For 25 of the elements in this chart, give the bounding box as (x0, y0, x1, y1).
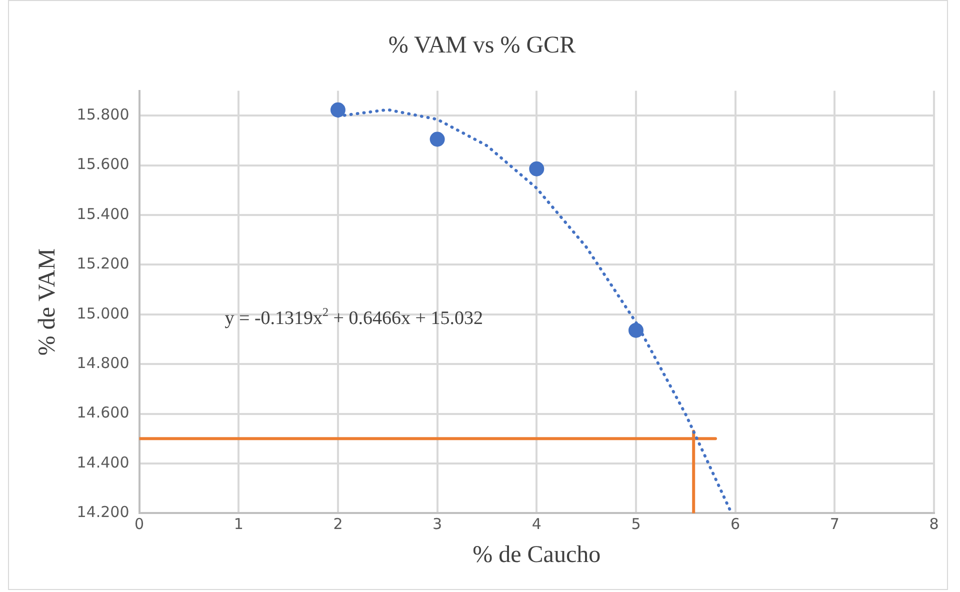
x-tick-label: 4 (532, 515, 542, 534)
y-tick-label: 15.000 (76, 304, 130, 322)
y-tick-label: 14.800 (76, 354, 130, 372)
x-tick-label: 0 (134, 515, 144, 534)
x-tick-label: 5 (631, 515, 641, 534)
x-tick-label: 3 (432, 515, 442, 534)
y-tick-label: 15.600 (76, 155, 130, 174)
y-tick-label: 15.800 (76, 106, 130, 124)
y-tick-label: 15.400 (76, 204, 130, 223)
x-tick-label: 7 (830, 515, 840, 534)
point (330, 102, 346, 118)
x-tick-label: 8 (929, 515, 939, 534)
point (529, 161, 544, 176)
point (628, 322, 644, 338)
x-tick-label: 1 (234, 515, 244, 534)
y-tick-label: 14.400 (76, 453, 130, 472)
x-tick-label: 6 (730, 515, 740, 534)
y-tick-label: 14.600 (76, 404, 130, 422)
chart-title: % VAM vs % GCR (388, 32, 576, 59)
y-axis-title: % de VAM (34, 248, 61, 356)
x-axis-title: % de Caucho (472, 542, 601, 568)
y-tick-label: 14.200 (76, 503, 130, 522)
point (430, 132, 445, 147)
x-tick-label: 2 (333, 515, 343, 534)
y-tick-label: 15.200 (76, 254, 130, 273)
